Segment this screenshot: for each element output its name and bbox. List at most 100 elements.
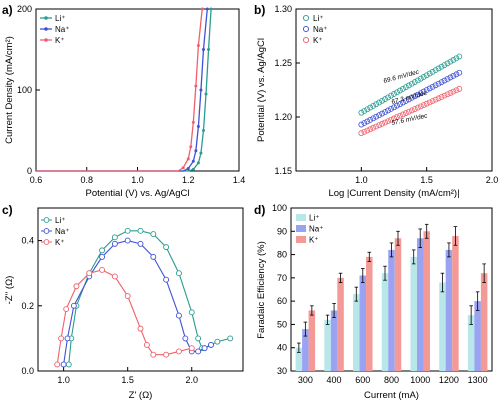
panel-b-series-na-point <box>397 101 403 108</box>
panel-a-series-na-point <box>186 167 190 171</box>
panel-d-xtick-0: 300 <box>298 375 313 385</box>
panel-b-series-li-point <box>426 70 433 77</box>
panel-b-series-li-point <box>367 104 374 111</box>
panel-c-series-na-point <box>99 253 106 260</box>
panel-a-current-density-plot: a) 0.6 0.8 1.0 1.2 1.4 0 100 200 Potenti… <box>2 3 245 199</box>
panel-a-legend-k-marker <box>44 38 48 42</box>
panel-d-bar-na-1000 <box>416 238 424 371</box>
panel-b-series-k-point <box>388 116 394 123</box>
panel-b-series-li-point <box>385 94 391 101</box>
panel-b-series-li-point <box>376 99 383 106</box>
panel-a-series-na-point <box>199 88 203 92</box>
panel-b-series-k-point <box>382 119 388 126</box>
panel-d-label: d) <box>254 203 265 217</box>
panel-c-legend-li-marker <box>43 217 50 223</box>
panel-b-series-li-point <box>444 60 451 67</box>
panel-c-legend-na-marker <box>43 228 50 234</box>
panel-b-series-li-point <box>361 108 368 114</box>
panel-d-xtick-2: 600 <box>355 375 370 385</box>
panel-c-series-na-point <box>64 335 71 342</box>
panel-b-ticks <box>296 8 493 172</box>
panel-a-ylabel: Current Density (mA/cm²) <box>4 36 15 144</box>
panel-c-legend-k: K⁺ <box>55 238 65 247</box>
panel-c-series-na-point <box>163 276 170 283</box>
panel-b-series-k-point <box>408 107 415 114</box>
panel-c-series-k-point <box>137 325 144 332</box>
panel-c-legend-li: Li⁺ <box>55 216 65 225</box>
panel-c-series-na-point <box>124 237 131 244</box>
panel-b-series-na-point <box>435 80 442 87</box>
panel-b-series-na-point <box>382 109 388 115</box>
panel-d-bar-k-400 <box>337 277 344 371</box>
panel-b-series-li-point <box>400 85 406 92</box>
panel-c-series-na-point <box>195 348 202 355</box>
panel-a-series <box>36 7 213 172</box>
panel-a-series-li-point <box>209 7 213 11</box>
panel-d-bar-k-1300 <box>480 273 488 371</box>
panel-d-xtick-5: 1200 <box>439 375 459 385</box>
panel-d-bar-na-800 <box>388 249 395 371</box>
panel-d-bar-li-1300 <box>467 315 475 371</box>
panel-c-nyquist-plot: c) 1.0 1.5 2.0 0.0 0.2 0.4 Z' (Ω) -Z'' (… <box>2 203 244 401</box>
panel-b-series-k-point <box>411 106 418 112</box>
panel-b-series <box>358 53 463 137</box>
panel-b-legend-na: Na⁺ <box>313 25 327 34</box>
panel-b-series-k-point <box>417 103 424 110</box>
panel-b-series-k-point <box>379 120 386 127</box>
panel-a-series-k-point <box>186 157 190 161</box>
panel-b-series-na-point <box>423 87 430 93</box>
panel-b-series-li-point <box>397 87 403 94</box>
panel-c-series-k-point <box>175 348 182 355</box>
panel-b-series-k-point <box>435 95 442 102</box>
panel-a-series-li-point <box>201 129 205 132</box>
panel-b-ytick-2: 1.25 <box>274 58 292 68</box>
panel-b-series-na-point <box>420 88 427 95</box>
panel-b-series-na-point <box>453 71 460 78</box>
panel-d-bar-k-800 <box>394 238 402 371</box>
panel-b-series-na-point <box>379 110 386 117</box>
panel-b-series-na-point <box>414 91 421 98</box>
panel-b-series-li-point <box>432 67 439 74</box>
panel-c-series <box>54 227 234 368</box>
panel-c-xtick-0: 1.0 <box>57 375 70 385</box>
panel-b-series-na-point <box>405 96 412 103</box>
panel-a-xtick-1: 0.8 <box>80 175 93 185</box>
panel-b-series-li-point <box>435 65 442 72</box>
panel-b-series-na-point <box>447 74 454 81</box>
panel-b-series-li-point <box>388 92 394 99</box>
panel-d-bar-k-300 <box>308 310 316 371</box>
panel-a-legend-na-marker <box>44 27 48 31</box>
panel-b-series-na-point <box>358 121 365 128</box>
panel-b-series-na-point <box>402 98 409 104</box>
panel-b-series-li-point <box>370 102 377 109</box>
panel-c-series-li-point <box>163 244 170 251</box>
panel-d-ytick-4: 70 <box>277 273 287 283</box>
panel-d-ylabel: Faradaic Efficiency (%) <box>256 241 267 339</box>
panel-a-series-na-point <box>201 48 205 51</box>
panel-b-xlabel: Log |Current Density (mA/cm²)| <box>328 188 459 199</box>
panel-d-bar-na-1200 <box>445 249 453 371</box>
panel-a-series-k-point <box>181 166 185 170</box>
panel-d-bar-k-1000 <box>423 231 430 371</box>
panel-a-series-na-point <box>191 159 195 163</box>
panel-b-series-na-point <box>367 116 374 123</box>
panel-a-series-li-point <box>204 92 208 96</box>
panel-b-series-k-point <box>447 90 454 96</box>
panel-c-series-k-point <box>124 293 131 299</box>
panel-b-series-na-point <box>364 118 371 125</box>
panel-b-series-k-point <box>405 108 412 115</box>
panel-b-series-k-point <box>423 100 430 107</box>
panel-d-faradaic-efficiency-bar-chart: d) 300 400 600 800 1000 1200 1300 30 40 … <box>254 203 493 401</box>
panel-d-legend-li: Li⁺ <box>309 214 319 223</box>
panel-b-legend-na-marker <box>302 25 310 33</box>
panel-c-series-li-point <box>111 234 118 241</box>
panel-b-series-k-point <box>391 115 397 122</box>
panel-a-series-k-point <box>200 7 204 11</box>
panel-d-legend: Li⁺ Na⁺ K⁺ <box>296 214 323 245</box>
panel-d-bar-li-1200 <box>439 282 446 371</box>
panel-b-series-na-point <box>385 107 391 114</box>
panel-c-series-k-point <box>150 351 157 358</box>
panel-a-label: a) <box>2 3 13 17</box>
panel-b-xtick-1: 1.5 <box>420 175 433 185</box>
panel-b-series-na-point <box>429 83 436 90</box>
